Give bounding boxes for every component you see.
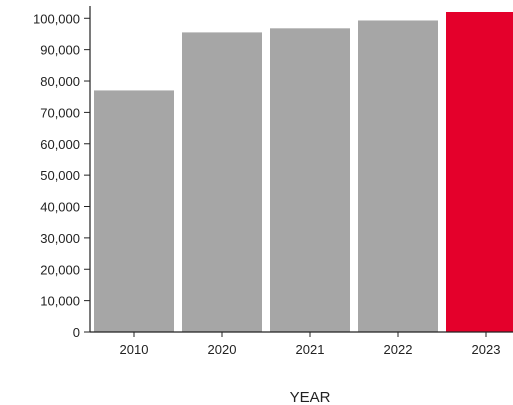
y-tick-label: 0 <box>73 325 80 340</box>
y-tick-label: 30,000 <box>40 231 80 246</box>
y-axis-ticks: 0 10,000 20,000 30,000 40,000 50,000 60,000 70,… <box>33 11 90 340</box>
y-tick-label: 60,000 <box>40 137 80 152</box>
x-tick-label: 2010 <box>120 342 149 357</box>
y-tick-label: 80,000 <box>40 74 80 89</box>
y-tick-label: 90,000 <box>40 43 80 58</box>
x-axis-title: YEAR <box>290 389 331 405</box>
y-tick-label: 70,000 <box>40 105 80 120</box>
x-tick-label: 2022 <box>384 342 413 357</box>
x-tick-label: 2023 <box>472 342 501 357</box>
bar-2010 <box>94 90 174 333</box>
y-tick-label: 100,000 <box>33 11 80 26</box>
y-tick-label: 10,000 <box>40 294 80 309</box>
bar-2020 <box>182 32 262 333</box>
bar-2023 <box>446 12 513 332</box>
x-tick-label: 2021 <box>296 342 325 357</box>
bars <box>94 12 513 333</box>
y-tick-label: 40,000 <box>40 200 80 215</box>
bar-2021 <box>270 28 350 333</box>
y-tick-label: 20,000 <box>40 262 80 277</box>
bar-2022 <box>358 20 438 333</box>
x-axis-ticks: 2010 2020 2021 2022 2023 <box>120 332 501 357</box>
x-tick-label: 2020 <box>208 342 237 357</box>
y-tick-label: 50,000 <box>40 168 80 183</box>
